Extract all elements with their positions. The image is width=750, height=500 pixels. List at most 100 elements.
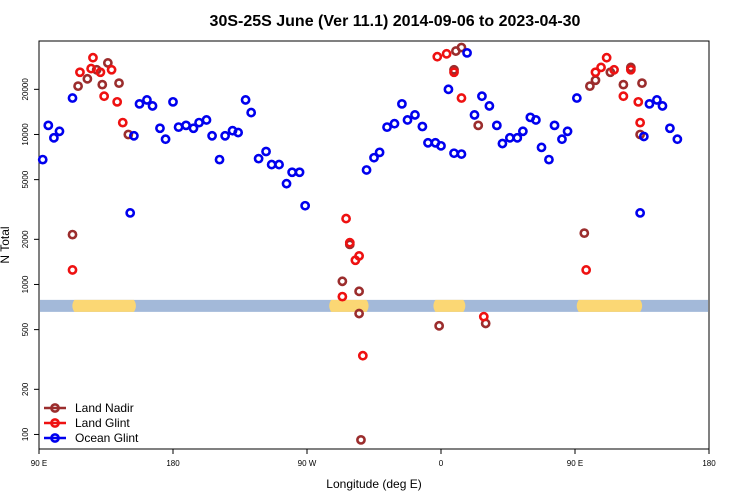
point-s2-20 bbox=[220, 130, 231, 141]
point-s1-4 bbox=[95, 67, 106, 78]
x-tick-label-0: 90 E bbox=[31, 459, 47, 468]
point-s2-37 bbox=[389, 118, 400, 129]
point-s1-19 bbox=[478, 311, 489, 322]
point-s0-23 bbox=[618, 79, 629, 90]
point-s2-47 bbox=[456, 149, 467, 159]
point-s1-3 bbox=[88, 52, 98, 63]
point-s2-36 bbox=[382, 122, 392, 132]
y-tick-label-7: 20000 bbox=[21, 78, 30, 101]
point-s1-21 bbox=[590, 67, 601, 78]
point-s2-24 bbox=[246, 107, 257, 118]
point-s2-51 bbox=[484, 101, 495, 111]
point-s2-0 bbox=[37, 154, 48, 165]
point-s1-0 bbox=[67, 265, 78, 275]
point-s2-5 bbox=[125, 208, 136, 218]
point-s2-18 bbox=[207, 130, 217, 141]
point-s0-1 bbox=[73, 81, 83, 92]
point-s2-40 bbox=[410, 110, 420, 120]
point-s1-10 bbox=[341, 213, 351, 224]
chart-title: 30S-25S June (Ver 11.1) 2014-09-06 to 20… bbox=[210, 13, 581, 30]
point-s1-18 bbox=[456, 93, 467, 103]
point-s2-62 bbox=[557, 134, 567, 145]
point-s2-63 bbox=[562, 126, 573, 137]
point-s2-28 bbox=[274, 159, 284, 170]
point-s1-28 bbox=[635, 117, 646, 128]
point-s2-70 bbox=[665, 123, 675, 134]
point-s2-44 bbox=[436, 140, 446, 151]
y-tick-label-4: 2000 bbox=[21, 230, 30, 248]
series-2 bbox=[37, 47, 683, 218]
x-tick-label-4: 90 E bbox=[567, 459, 583, 468]
point-s2-4 bbox=[67, 93, 78, 103]
legend-marker-2 bbox=[50, 433, 60, 443]
point-s2-46 bbox=[449, 148, 459, 159]
y-tick-label-1: 200 bbox=[21, 382, 30, 396]
point-s1-7 bbox=[112, 96, 123, 107]
legend-label-1: Land Glint bbox=[75, 416, 130, 430]
land-segment-0 bbox=[72, 299, 136, 312]
point-s2-12 bbox=[168, 96, 178, 107]
land-segment-3 bbox=[576, 299, 643, 312]
point-s1-25 bbox=[618, 91, 629, 102]
series-1 bbox=[67, 48, 646, 361]
point-s2-6 bbox=[129, 130, 139, 141]
point-s2-17 bbox=[201, 115, 212, 125]
point-s1-15 bbox=[432, 51, 443, 62]
point-s2-2 bbox=[48, 132, 59, 143]
point-s1-1 bbox=[75, 67, 85, 78]
point-s0-21 bbox=[590, 75, 601, 86]
point-s2-23 bbox=[240, 95, 251, 105]
point-s2-8 bbox=[142, 95, 152, 105]
point-s0-26 bbox=[637, 78, 647, 89]
point-s0-0 bbox=[67, 229, 78, 240]
point-s2-16 bbox=[194, 117, 204, 128]
x-axis-label: Longitude (deg E) bbox=[326, 477, 421, 491]
point-s1-22 bbox=[596, 62, 606, 73]
point-s1-2 bbox=[86, 63, 97, 74]
legend-marker-0 bbox=[50, 403, 60, 413]
point-s2-55 bbox=[512, 132, 523, 143]
land-segment-2 bbox=[433, 299, 466, 312]
point-s1-5 bbox=[99, 91, 110, 102]
x-tick-label-2: 90 W bbox=[298, 459, 317, 468]
point-s2-54 bbox=[504, 132, 515, 143]
point-s0-5 bbox=[102, 58, 113, 68]
point-s0-4 bbox=[97, 79, 108, 90]
y-tick-label-3: 1000 bbox=[21, 275, 30, 293]
legend-label-0: Land Nadir bbox=[75, 401, 134, 415]
point-s2-42 bbox=[423, 137, 433, 148]
point-s0-13 bbox=[434, 320, 445, 331]
point-s2-71 bbox=[672, 134, 683, 145]
point-s1-9 bbox=[337, 291, 348, 302]
point-s2-15 bbox=[188, 123, 199, 134]
surface-band bbox=[40, 299, 708, 312]
series-0 bbox=[67, 42, 647, 445]
y-tick-label-5: 5000 bbox=[21, 170, 30, 188]
point-s2-29 bbox=[281, 178, 292, 189]
y-tick-label-2: 500 bbox=[21, 322, 30, 336]
point-s2-38 bbox=[397, 98, 407, 109]
point-s0-7 bbox=[123, 129, 134, 140]
point-s1-11 bbox=[344, 237, 355, 248]
point-s0-17 bbox=[473, 120, 484, 131]
point-s0-16 bbox=[456, 42, 467, 53]
point-s2-61 bbox=[549, 120, 560, 131]
point-s2-33 bbox=[361, 165, 372, 175]
point-s1-17 bbox=[449, 67, 459, 78]
legend-label-2: Ocean Glint bbox=[75, 431, 139, 445]
point-s0-9 bbox=[354, 286, 365, 297]
point-s2-14 bbox=[181, 120, 191, 131]
x-axis: 90 E 180 90 W 0 90 E 180 bbox=[31, 449, 716, 468]
point-s2-7 bbox=[134, 98, 145, 109]
point-s1-16 bbox=[441, 48, 452, 59]
point-s2-65 bbox=[635, 208, 646, 218]
point-s2-39 bbox=[402, 115, 413, 125]
land-segment-1 bbox=[329, 299, 369, 312]
point-s2-45 bbox=[443, 84, 454, 95]
point-s2-27 bbox=[266, 159, 277, 170]
point-s0-19 bbox=[579, 228, 590, 239]
point-s2-19 bbox=[214, 154, 225, 165]
y-axis: 100 200 500 1000 2000 5000 10000 20000 bbox=[21, 78, 39, 441]
point-s1-24 bbox=[609, 64, 619, 75]
plot-frame bbox=[38, 40, 710, 450]
